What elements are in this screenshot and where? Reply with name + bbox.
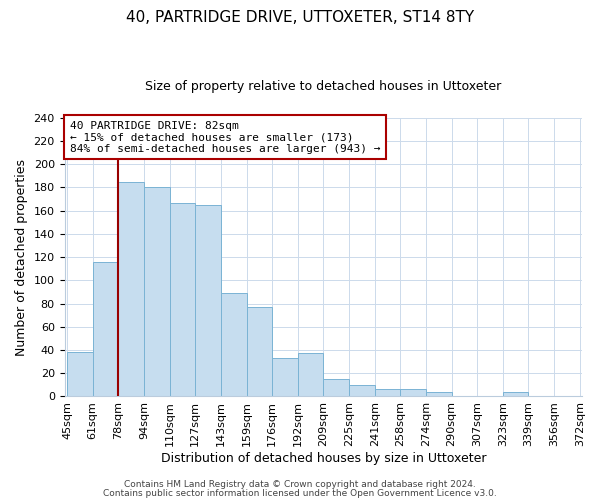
Bar: [221, 293, 247, 397]
Bar: [503, 392, 529, 396]
Title: Size of property relative to detached houses in Uttoxeter: Size of property relative to detached ho…: [145, 80, 502, 93]
Text: 40, PARTRIDGE DRIVE, UTTOXETER, ST14 8TY: 40, PARTRIDGE DRIVE, UTTOXETER, ST14 8TY: [126, 10, 474, 25]
Bar: [323, 379, 349, 396]
Bar: [170, 202, 195, 396]
X-axis label: Distribution of detached houses by size in Uttoxeter: Distribution of detached houses by size …: [161, 452, 486, 465]
Bar: [195, 205, 221, 396]
Text: Contains public sector information licensed under the Open Government Licence v3: Contains public sector information licen…: [103, 488, 497, 498]
Bar: [67, 352, 93, 397]
Bar: [298, 354, 323, 397]
Bar: [247, 307, 272, 396]
Text: 40 PARTRIDGE DRIVE: 82sqm
← 15% of detached houses are smaller (173)
84% of semi: 40 PARTRIDGE DRIVE: 82sqm ← 15% of detac…: [70, 120, 380, 154]
Text: Contains HM Land Registry data © Crown copyright and database right 2024.: Contains HM Land Registry data © Crown c…: [124, 480, 476, 489]
Bar: [426, 392, 452, 396]
Bar: [272, 358, 298, 397]
Bar: [349, 385, 374, 396]
Bar: [400, 390, 426, 396]
Y-axis label: Number of detached properties: Number of detached properties: [15, 158, 28, 356]
Bar: [144, 188, 170, 396]
Bar: [374, 390, 400, 396]
Bar: [118, 182, 144, 396]
Bar: [93, 262, 118, 396]
